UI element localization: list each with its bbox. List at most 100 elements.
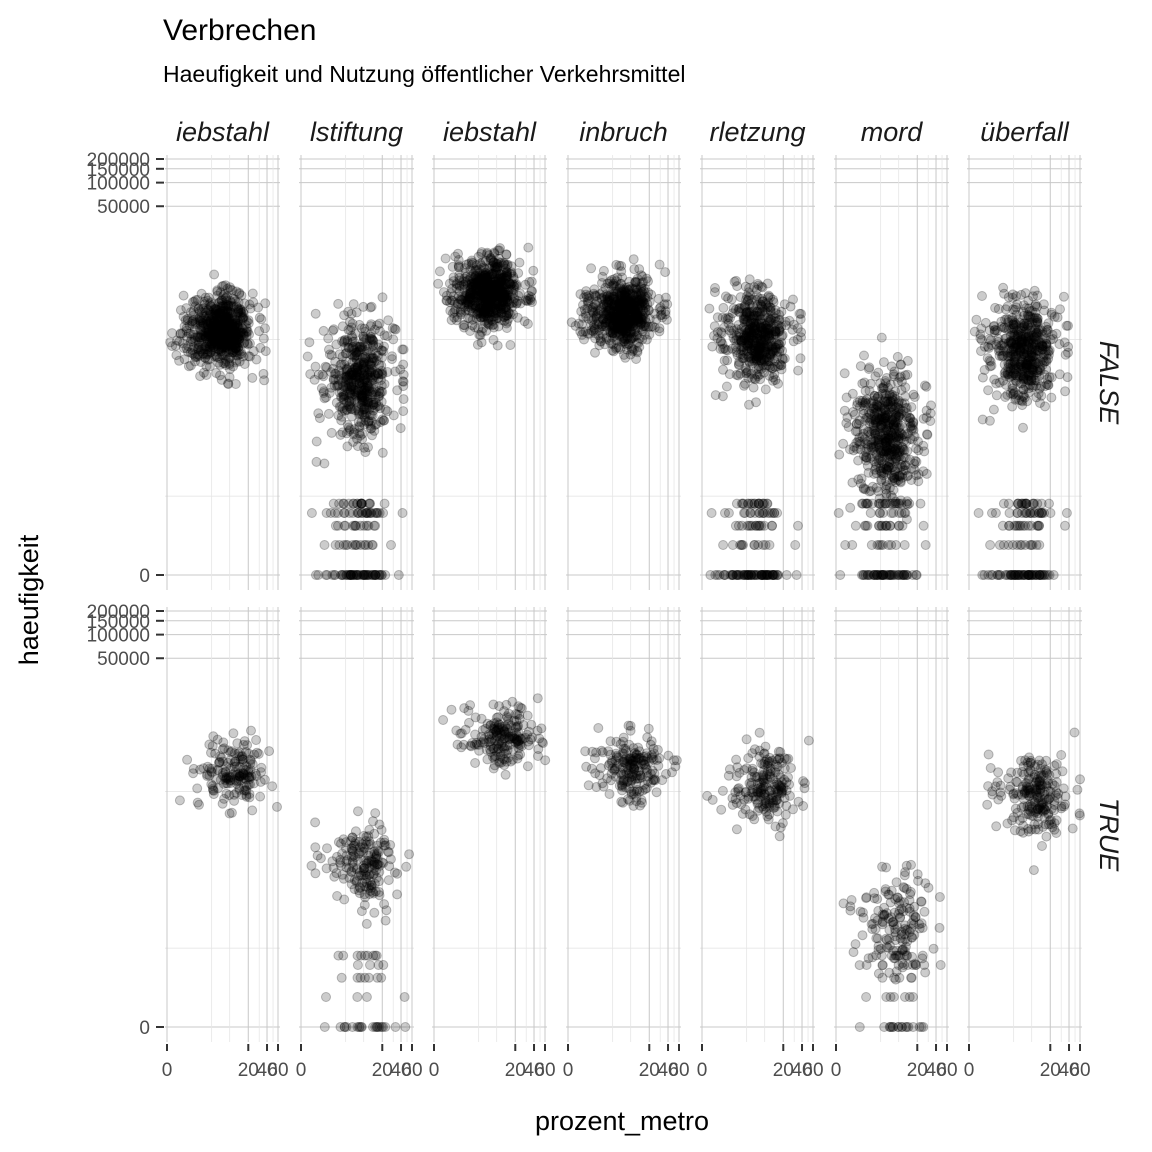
data-point [1034, 508, 1045, 518]
data-point [241, 327, 251, 338]
data-point [480, 269, 490, 280]
data-point [354, 319, 365, 330]
x-tick-label: 0 [563, 1060, 574, 1081]
data-point [588, 326, 599, 337]
data-point [377, 292, 388, 303]
data-point [316, 383, 327, 394]
data-point [597, 271, 608, 282]
data-point [731, 369, 742, 380]
data-point [395, 423, 406, 434]
scatter-series [165, 269, 271, 390]
data-point [229, 319, 240, 329]
data-point [881, 484, 891, 495]
facet-panel [165, 607, 280, 1042]
data-point [194, 306, 205, 317]
data-point [229, 294, 240, 305]
data-point [392, 385, 403, 396]
data-point [1061, 320, 1072, 331]
data-point [878, 470, 889, 481]
data-point [881, 570, 892, 580]
data-point [977, 291, 987, 301]
data-point [1018, 300, 1029, 311]
data-point [190, 301, 201, 312]
data-point [922, 429, 933, 440]
data-point [886, 427, 897, 438]
data-point [229, 347, 240, 358]
data-point [209, 320, 220, 331]
data-point [377, 368, 388, 379]
data-point [220, 336, 230, 347]
data-point [174, 336, 185, 347]
data-point [779, 299, 790, 310]
x-tick-label: 0 [162, 1060, 173, 1081]
data-point [205, 301, 216, 312]
data-point [989, 327, 1000, 338]
data-point [218, 318, 229, 329]
data-point [322, 570, 333, 580]
data-point [793, 520, 803, 531]
data-point [190, 352, 201, 363]
data-point [920, 540, 931, 550]
data-point [754, 330, 765, 341]
data-point [874, 458, 885, 469]
data-point [366, 416, 377, 427]
data-point [200, 341, 211, 352]
data-point [739, 380, 749, 391]
data-point [224, 341, 235, 352]
data-point [196, 288, 207, 299]
data-point [872, 570, 883, 580]
data-point [214, 319, 225, 329]
data-point [346, 404, 357, 415]
data-point [719, 355, 730, 366]
data-point [751, 284, 762, 295]
data-point [311, 436, 322, 447]
data-point [326, 367, 337, 378]
data-point [860, 452, 871, 463]
data-point [857, 378, 868, 389]
data-point [174, 355, 185, 366]
data-point [919, 446, 930, 457]
data-point [230, 296, 241, 307]
data-point [835, 570, 846, 580]
x-tick-label: 20 [505, 1060, 526, 1081]
data-point [223, 353, 234, 364]
data-point [514, 257, 525, 268]
data-point [390, 324, 401, 335]
data-point [988, 404, 999, 415]
data-point [876, 420, 887, 431]
data-point [501, 310, 512, 321]
data-point [345, 424, 356, 435]
data-point [1020, 498, 1031, 509]
data-point [190, 335, 201, 346]
data-point [991, 390, 1002, 401]
data-point [744, 399, 754, 410]
data-point [1029, 285, 1040, 296]
data-point [214, 326, 225, 337]
data-point [621, 328, 631, 339]
data-point [167, 341, 178, 352]
data-point [969, 326, 980, 337]
data-point [357, 342, 368, 353]
data-point [999, 288, 1010, 299]
data-point [325, 508, 336, 518]
facet-panel [834, 607, 949, 1042]
data-point [181, 325, 192, 336]
data-point [209, 308, 220, 319]
data-point [705, 570, 716, 580]
data-point [838, 438, 849, 449]
data-point [201, 344, 212, 355]
data-point [987, 570, 998, 580]
data-point [893, 411, 904, 422]
data-point [220, 325, 231, 336]
data-point [581, 311, 592, 322]
data-point [742, 306, 753, 317]
data-point [219, 325, 230, 336]
data-point [440, 253, 451, 264]
data-point [995, 340, 1006, 351]
data-point [221, 315, 232, 325]
data-point [573, 318, 584, 329]
data-point [739, 508, 749, 518]
x-tick-label: 20 [238, 1060, 259, 1081]
data-point [386, 540, 396, 550]
data-point [982, 353, 993, 364]
